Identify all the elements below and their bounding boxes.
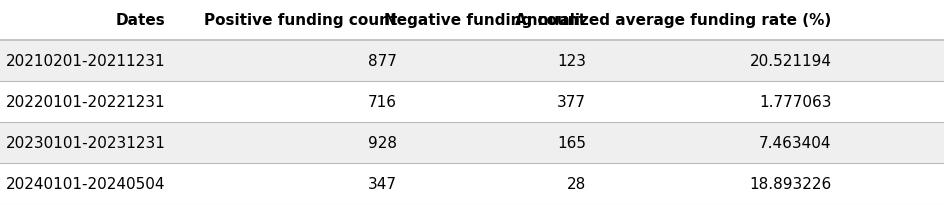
Text: 20220101-20221231: 20220101-20221231 <box>6 94 165 110</box>
Text: 20210201-20211231: 20210201-20211231 <box>6 54 165 69</box>
Text: 7.463404: 7.463404 <box>758 135 831 150</box>
Text: 18.893226: 18.893226 <box>749 176 831 191</box>
Text: 1.777063: 1.777063 <box>758 94 831 110</box>
Text: Annualized average funding rate (%): Annualized average funding rate (%) <box>514 13 831 28</box>
Text: 20.521194: 20.521194 <box>749 54 831 69</box>
Bar <box>0 163 944 204</box>
Bar <box>0 41 944 82</box>
Text: 20240101-20240504: 20240101-20240504 <box>6 176 165 191</box>
Text: Dates: Dates <box>115 13 165 28</box>
Text: 877: 877 <box>367 54 396 69</box>
Bar <box>0 122 944 163</box>
Text: 123: 123 <box>556 54 585 69</box>
Text: 347: 347 <box>367 176 396 191</box>
Text: 28: 28 <box>566 176 585 191</box>
Bar <box>0 0 944 41</box>
Text: Positive funding count: Positive funding count <box>203 13 396 28</box>
Text: 20230101-20231231: 20230101-20231231 <box>6 135 165 150</box>
Text: Negative funding count: Negative funding count <box>383 13 585 28</box>
Text: 377: 377 <box>556 94 585 110</box>
Text: 928: 928 <box>367 135 396 150</box>
Bar <box>0 82 944 122</box>
Text: 165: 165 <box>556 135 585 150</box>
Text: 716: 716 <box>367 94 396 110</box>
